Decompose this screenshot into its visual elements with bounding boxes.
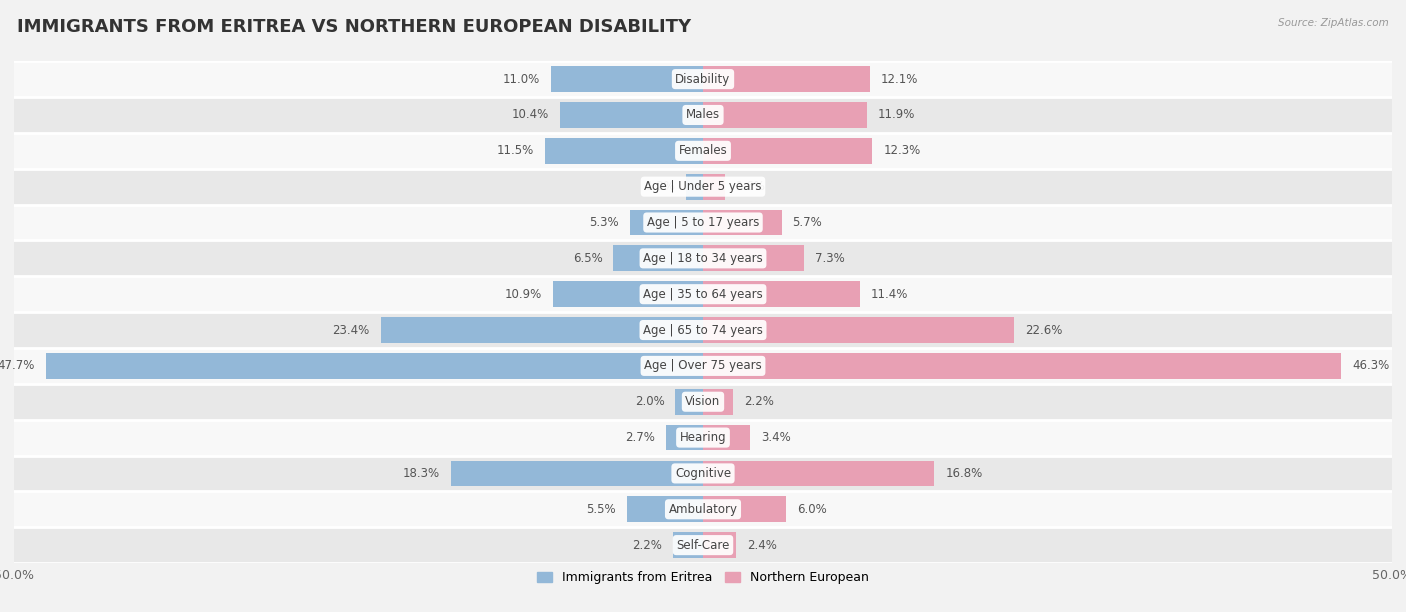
Bar [703,389,734,415]
Bar [560,102,703,128]
Text: Age | Over 75 years: Age | Over 75 years [644,359,762,372]
Text: 10.4%: 10.4% [512,108,548,121]
Text: 5.3%: 5.3% [589,216,619,229]
Text: 5.5%: 5.5% [586,503,616,516]
Text: 22.6%: 22.6% [1025,324,1063,337]
Bar [14,204,1392,241]
Bar [14,455,1392,491]
Bar [14,241,1392,276]
Text: 2.2%: 2.2% [744,395,775,408]
Bar [703,174,725,200]
Bar [14,420,1392,455]
Bar [703,209,782,236]
Bar [672,532,703,558]
Bar [703,532,737,558]
Bar [14,527,1392,563]
Text: 6.5%: 6.5% [572,252,602,265]
Text: 11.0%: 11.0% [503,73,540,86]
Bar [14,491,1392,527]
Text: Source: ZipAtlas.com: Source: ZipAtlas.com [1278,18,1389,28]
Bar [14,348,1392,384]
Text: 7.3%: 7.3% [814,252,845,265]
Text: IMMIGRANTS FROM ERITREA VS NORTHERN EUROPEAN DISABILITY: IMMIGRANTS FROM ERITREA VS NORTHERN EURO… [17,18,690,36]
Text: 11.9%: 11.9% [877,108,915,121]
Text: 1.2%: 1.2% [645,180,675,193]
Bar [703,138,873,164]
Text: 23.4%: 23.4% [332,324,370,337]
Bar [703,496,786,522]
Bar [551,66,703,92]
Text: 11.5%: 11.5% [496,144,533,157]
Bar [630,209,703,236]
Bar [703,353,1341,379]
Bar [703,245,804,271]
Text: Ambulatory: Ambulatory [668,503,738,516]
Text: 5.7%: 5.7% [793,216,823,229]
Text: 10.9%: 10.9% [505,288,541,300]
Text: 46.3%: 46.3% [1353,359,1389,372]
Text: 18.3%: 18.3% [402,467,440,480]
Bar [703,425,749,450]
Text: 1.6%: 1.6% [737,180,766,193]
Bar [14,312,1392,348]
Bar [544,138,703,164]
Bar [686,174,703,200]
Text: Age | Under 5 years: Age | Under 5 years [644,180,762,193]
Bar [14,61,1392,97]
Legend: Immigrants from Eritrea, Northern European: Immigrants from Eritrea, Northern Europe… [537,572,869,584]
Bar [703,102,868,128]
Text: 2.4%: 2.4% [747,539,778,551]
Bar [703,66,870,92]
Text: 47.7%: 47.7% [0,359,35,372]
Text: Vision: Vision [685,395,721,408]
Bar [675,389,703,415]
Text: Age | 18 to 34 years: Age | 18 to 34 years [643,252,763,265]
Bar [14,169,1392,204]
Text: 3.4%: 3.4% [761,431,790,444]
Bar [14,97,1392,133]
Text: 2.0%: 2.0% [634,395,665,408]
Text: 12.1%: 12.1% [880,73,918,86]
Text: 2.2%: 2.2% [631,539,662,551]
Text: 6.0%: 6.0% [797,503,827,516]
Bar [703,317,1014,343]
Bar [46,353,703,379]
Text: 16.8%: 16.8% [945,467,983,480]
Text: 12.3%: 12.3% [883,144,921,157]
Text: Hearing: Hearing [679,431,727,444]
Bar [451,460,703,487]
Text: Age | 65 to 74 years: Age | 65 to 74 years [643,324,763,337]
Bar [666,425,703,450]
Bar [381,317,703,343]
Text: Self-Care: Self-Care [676,539,730,551]
Text: Cognitive: Cognitive [675,467,731,480]
Text: Males: Males [686,108,720,121]
Bar [627,496,703,522]
Bar [14,133,1392,169]
Text: Disability: Disability [675,73,731,86]
Bar [703,282,860,307]
Text: Females: Females [679,144,727,157]
Text: Age | 5 to 17 years: Age | 5 to 17 years [647,216,759,229]
Text: 11.4%: 11.4% [872,288,908,300]
Bar [14,384,1392,420]
Bar [553,282,703,307]
Text: 2.7%: 2.7% [624,431,655,444]
Bar [613,245,703,271]
Bar [703,460,935,487]
Bar [14,276,1392,312]
Text: Age | 35 to 64 years: Age | 35 to 64 years [643,288,763,300]
